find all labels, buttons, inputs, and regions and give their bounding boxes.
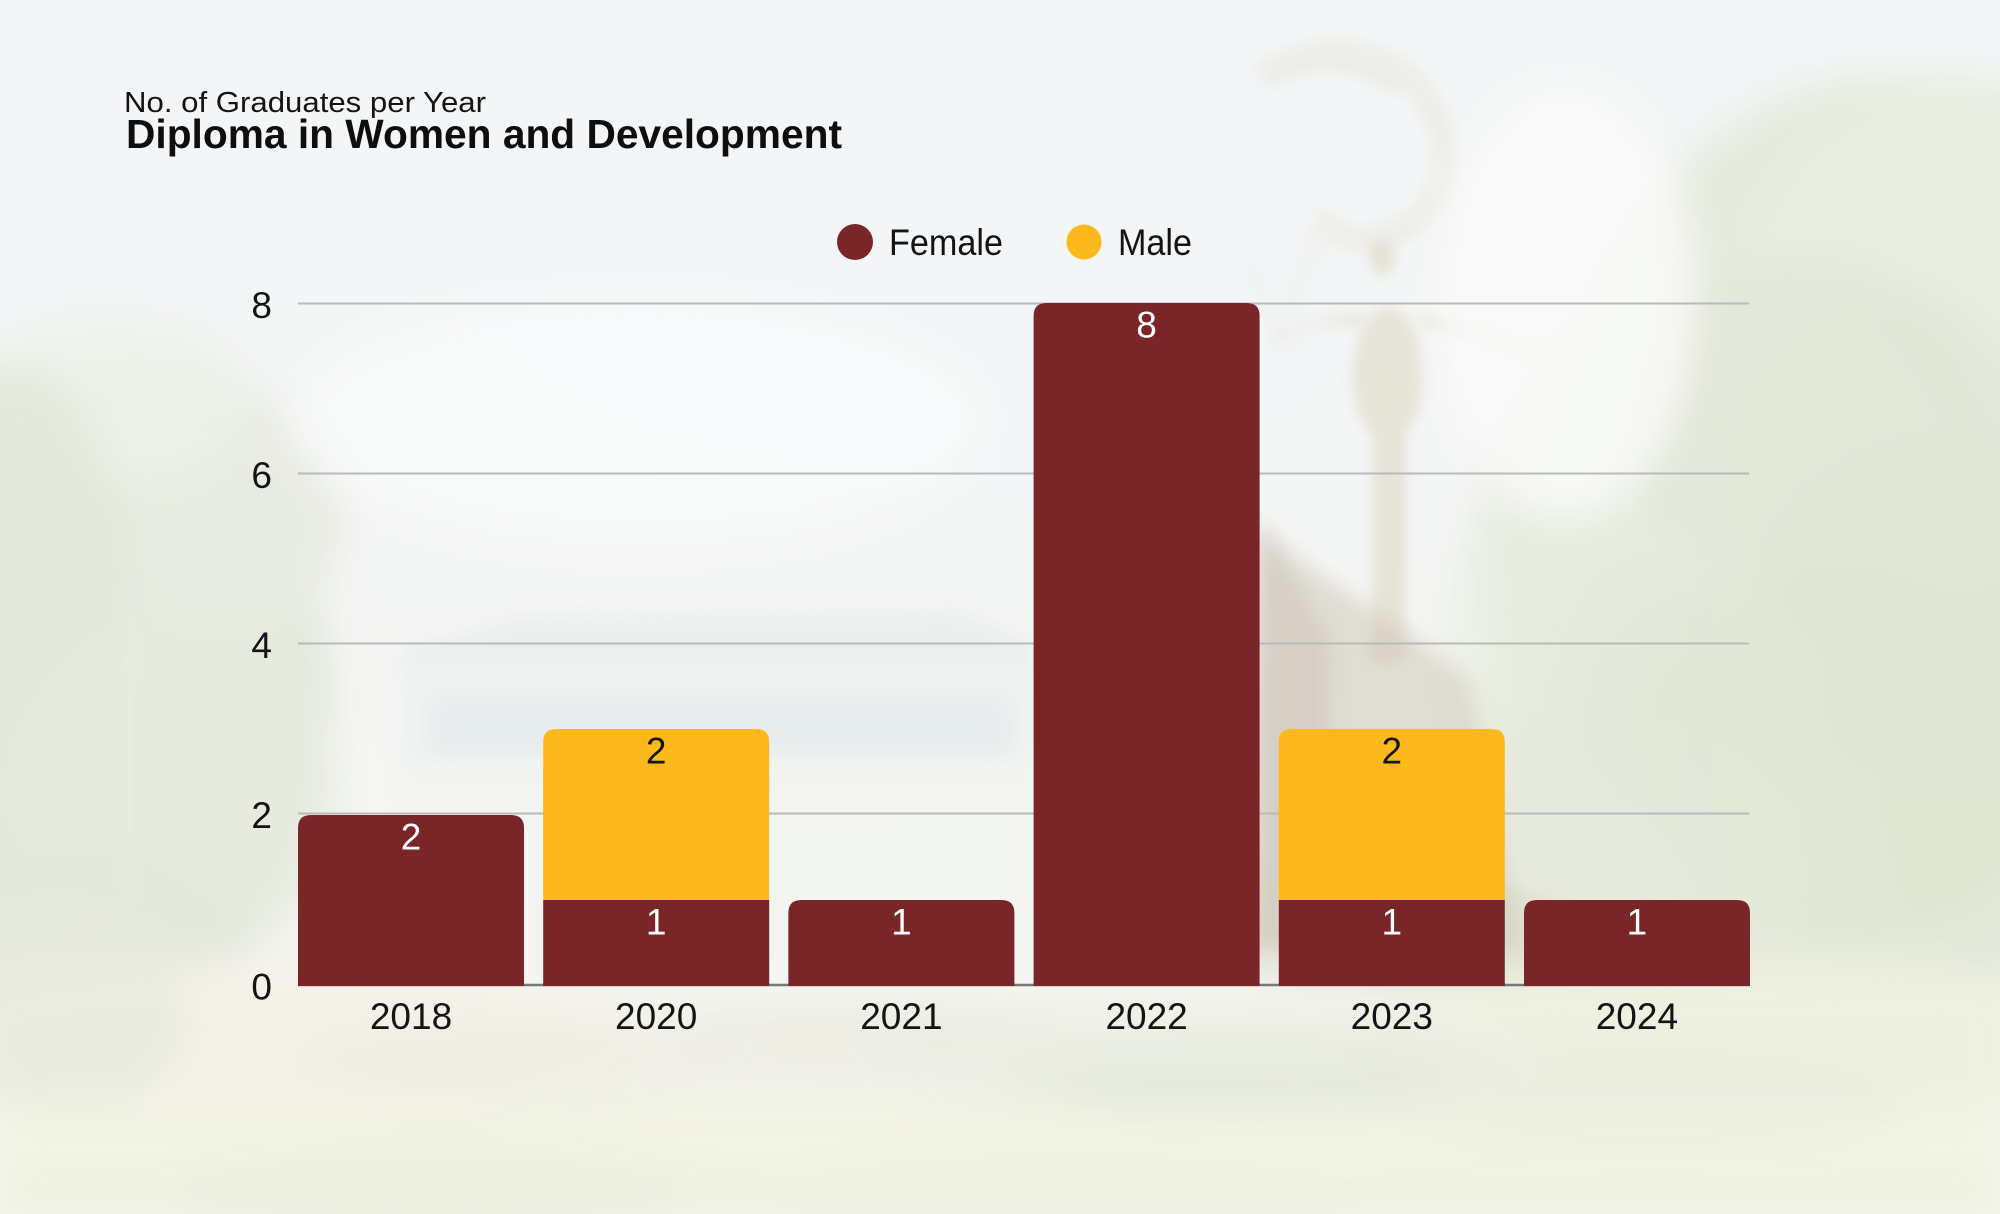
svg-text:2023: 2023: [1351, 996, 1433, 1037]
svg-text:2: 2: [401, 817, 422, 858]
svg-text:2024: 2024: [1596, 996, 1678, 1037]
svg-text:0: 0: [251, 967, 272, 1008]
svg-text:2: 2: [251, 795, 272, 836]
svg-text:Female: Female: [889, 222, 1003, 263]
svg-text:Diploma in Women and Developme: Diploma in Women and Development: [126, 111, 842, 157]
svg-text:Male: Male: [1118, 222, 1192, 263]
svg-text:2020: 2020: [615, 996, 697, 1037]
svg-text:6: 6: [251, 455, 272, 496]
svg-text:2: 2: [646, 731, 667, 772]
svg-text:2022: 2022: [1105, 996, 1187, 1037]
svg-text:2021: 2021: [860, 996, 942, 1037]
svg-text:8: 8: [251, 285, 272, 326]
svg-text:4: 4: [251, 625, 272, 666]
svg-text:2: 2: [1382, 731, 1403, 772]
svg-text:8: 8: [1136, 305, 1157, 346]
svg-text:1: 1: [1627, 902, 1648, 943]
svg-text:2018: 2018: [370, 996, 452, 1037]
svg-text:1: 1: [646, 902, 667, 943]
svg-text:1: 1: [1382, 902, 1403, 943]
svg-text:No. of Graduates per Year: No. of Graduates per Year: [124, 87, 486, 119]
svg-text:1: 1: [891, 902, 912, 943]
